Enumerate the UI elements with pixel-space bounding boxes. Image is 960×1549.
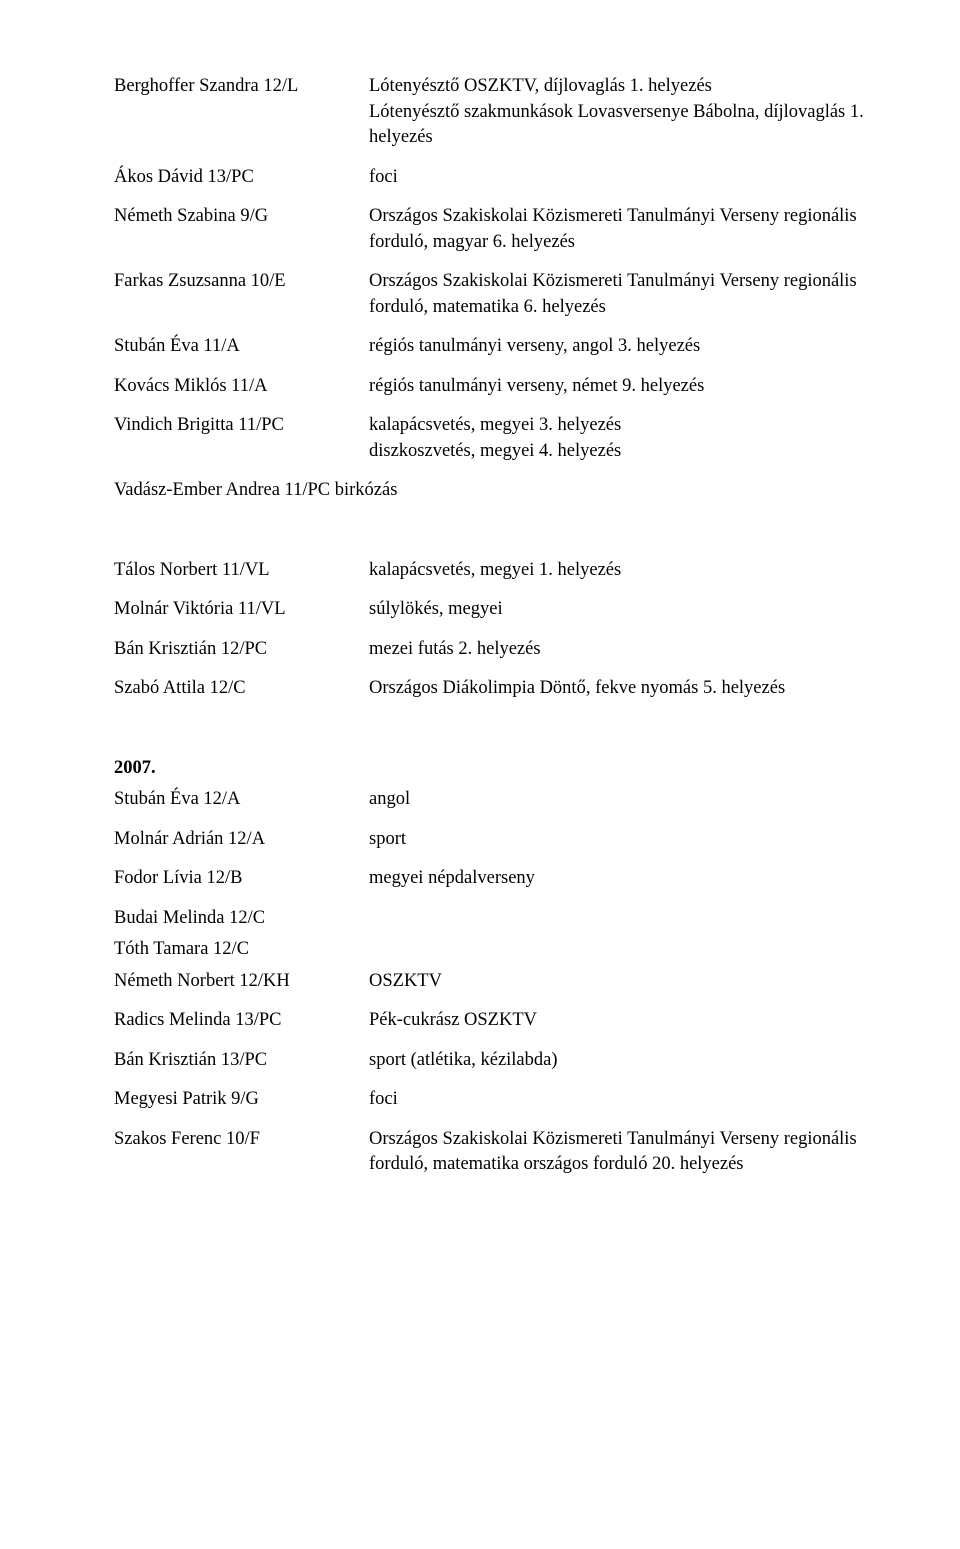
entry-row: Molnár Adrián 12/A sport	[114, 827, 884, 853]
entry-result: régiós tanulmányi verseny, angol 3. hely…	[369, 334, 884, 360]
entry-row: Vindich Brigitta 11/PC kalapácsvetés, me…	[114, 413, 884, 464]
entry-result: foci	[369, 1087, 884, 1113]
entry-full-text: Vadász-Ember Andrea 11/PC birkózás	[114, 478, 397, 504]
entry-row: Stubán Éva 12/A angol	[114, 787, 884, 813]
entry-name: Szakos Ferenc 10/F	[114, 1127, 369, 1153]
entry-row: Radics Melinda 13/PC Pék-cukrász OSZKTV	[114, 1008, 884, 1034]
entry-row: Fodor Lívia 12/B megyei népdalverseny	[114, 866, 884, 892]
entry-name: Fodor Lívia 12/B	[114, 866, 369, 892]
entry-row: Berghoffer Szandra 12/L Lótenyésztő OSZK…	[114, 74, 884, 151]
entry-name: Farkas Zsuzsanna 10/E	[114, 269, 369, 295]
entry-result: Országos Szakiskolai Közismereti Tanulmá…	[369, 1127, 884, 1178]
entry-result: angol	[369, 787, 884, 813]
entry-result: régiós tanulmányi verseny, német 9. hely…	[369, 374, 884, 400]
entry-result: Országos Szakiskolai Közismereti Tanulmá…	[369, 269, 884, 320]
year-row: 2007.	[114, 756, 884, 782]
year-label: 2007.	[114, 756, 369, 782]
entry-name: Németh Szabina 9/G	[114, 204, 369, 230]
entry-row: Bán Krisztián 13/PC sport (atlétika, kéz…	[114, 1048, 884, 1074]
entry-name: Ákos Dávid 13/PC	[114, 165, 369, 191]
section-3: 2007. Stubán Éva 12/A angol Molnár Adriá…	[114, 756, 884, 1178]
entry-result: foci	[369, 165, 884, 191]
entry-name: Németh Norbert 12/KH	[114, 969, 369, 995]
entry-name: Stubán Éva 11/A	[114, 334, 369, 360]
entry-row: Bán Krisztián 12/PC mezei futás 2. helye…	[114, 637, 884, 663]
entry-name: Bán Krisztián 12/PC	[114, 637, 369, 663]
entry-row: Tálos Norbert 11/VL kalapácsvetés, megye…	[114, 558, 884, 584]
entry-name: Berghoffer Szandra 12/L	[114, 74, 369, 100]
entry-result: Országos Szakiskolai Közismereti Tanulmá…	[369, 204, 884, 255]
entry-name: Megyesi Patrik 9/G	[114, 1087, 369, 1113]
entry-result: kalapácsvetés, megyei 1. helyezés	[369, 558, 884, 584]
entry-row: Molnár Viktória 11/VL súlylökés, megyei	[114, 597, 884, 623]
entry-result: súlylökés, megyei	[369, 597, 884, 623]
entry-row: Németh Norbert 12/KH OSZKTV	[114, 969, 884, 995]
entry-row: Stubán Éva 11/A régiós tanulmányi versen…	[114, 334, 884, 360]
entry-name: Szabó Attila 12/C	[114, 676, 369, 702]
entry-name: Stubán Éva 12/A	[114, 787, 369, 813]
entry-row: Kovács Miklós 11/A régiós tanulmányi ver…	[114, 374, 884, 400]
entry-name: Budai Melinda 12/C	[114, 906, 369, 932]
entry-row: Szakos Ferenc 10/F Országos Szakiskolai …	[114, 1127, 884, 1178]
entry-result: sport	[369, 827, 884, 853]
entry-name: Tálos Norbert 11/VL	[114, 558, 369, 584]
entry-row: Szabó Attila 12/C Országos Diákolimpia D…	[114, 676, 884, 702]
entry-name: Tóth Tamara 12/C	[114, 937, 369, 963]
entry-result: sport (atlétika, kézilabda)	[369, 1048, 884, 1074]
entry-name: Kovács Miklós 11/A	[114, 374, 369, 400]
section-2: Tálos Norbert 11/VL kalapácsvetés, megye…	[114, 558, 884, 702]
entry-name: Radics Melinda 13/PC	[114, 1008, 369, 1034]
entry-row: Tóth Tamara 12/C	[114, 937, 884, 963]
entry-name: Molnár Adrián 12/A	[114, 827, 369, 853]
entry-result: Pék-cukrász OSZKTV	[369, 1008, 884, 1034]
entry-result: Országos Diákolimpia Döntő, fekve nyomás…	[369, 676, 884, 702]
section-1: Berghoffer Szandra 12/L Lótenyésztő OSZK…	[114, 74, 884, 504]
entry-result: kalapácsvetés, megyei 3. helyezésdiszkos…	[369, 413, 884, 464]
entry-result: mezei futás 2. helyezés	[369, 637, 884, 663]
entry-name: Molnár Viktória 11/VL	[114, 597, 369, 623]
entry-name: Vindich Brigitta 11/PC	[114, 413, 369, 439]
entry-row: Farkas Zsuzsanna 10/E Országos Szakiskol…	[114, 269, 884, 320]
entry-row: Budai Melinda 12/C	[114, 906, 884, 932]
entry-row: Megyesi Patrik 9/G foci	[114, 1087, 884, 1113]
entry-row: Németh Szabina 9/G Országos Szakiskolai …	[114, 204, 884, 255]
entry-row-full: Vadász-Ember Andrea 11/PC birkózás	[114, 478, 884, 504]
entry-result: Lótenyésztő OSZKTV, díjlovaglás 1. helye…	[369, 74, 884, 151]
entry-result: megyei népdalverseny	[369, 866, 884, 892]
entry-row: Ákos Dávid 13/PC foci	[114, 165, 884, 191]
entry-result: OSZKTV	[369, 969, 884, 995]
entry-name: Bán Krisztián 13/PC	[114, 1048, 369, 1074]
